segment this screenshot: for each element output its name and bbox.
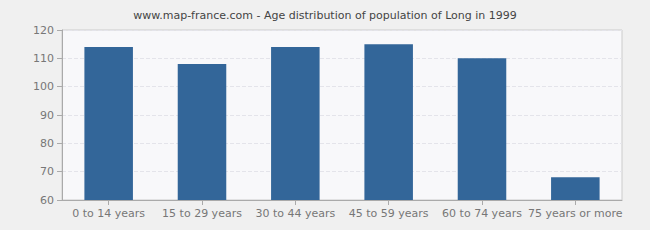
svg-text:60: 60 xyxy=(40,194,54,207)
svg-text:120: 120 xyxy=(33,24,54,37)
svg-text:75 years or more: 75 years or more xyxy=(528,207,623,220)
svg-text:0 to 14 years: 0 to 14 years xyxy=(72,207,145,220)
svg-text:80: 80 xyxy=(40,137,54,150)
svg-text:15 to 29 years: 15 to 29 years xyxy=(162,207,242,220)
svg-text:45 to 59 years: 45 to 59 years xyxy=(349,207,429,220)
svg-text:110: 110 xyxy=(33,52,54,65)
svg-text:100: 100 xyxy=(33,80,54,93)
svg-text:70: 70 xyxy=(40,165,54,178)
svg-text:90: 90 xyxy=(40,109,54,122)
svg-text:60 to 74 years: 60 to 74 years xyxy=(442,207,522,220)
svg-text:30 to 44 years: 30 to 44 years xyxy=(255,207,335,220)
svg-text:www.map-france.com - Age distr: www.map-france.com - Age distribution of… xyxy=(133,9,517,22)
